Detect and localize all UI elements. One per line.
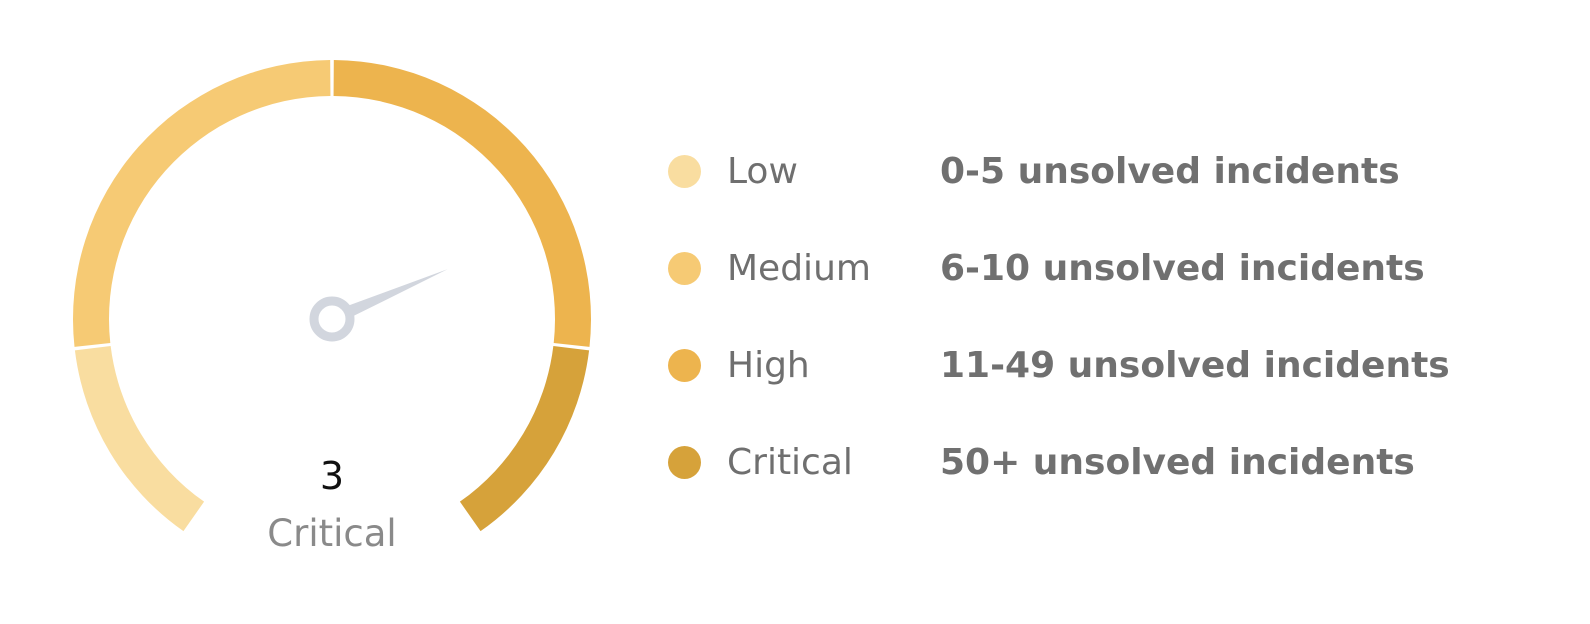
legend-description-high: 11-49 unsolved incidents bbox=[940, 345, 1450, 386]
gauge-bands bbox=[72, 60, 592, 532]
gauge-needle-pointer bbox=[347, 269, 448, 317]
legend-label-critical: Critical bbox=[727, 442, 853, 483]
legend-item-medium: Medium 6-10 unsolved incidents bbox=[668, 245, 1568, 342]
legend-swatch-low bbox=[668, 155, 701, 188]
gauge-needle bbox=[309, 269, 448, 342]
gauge-needle-hub bbox=[309, 296, 355, 342]
legend-swatch-medium bbox=[668, 252, 701, 285]
legend-label-low: Low bbox=[727, 151, 798, 192]
legend-label-high: High bbox=[727, 345, 810, 386]
legend-swatch-critical bbox=[668, 446, 701, 479]
legend-description-low: 0-5 unsolved incidents bbox=[940, 151, 1400, 192]
legend-item-critical: Critical 50+ unsolved incidents bbox=[668, 439, 1568, 536]
gauge-band-high bbox=[333, 60, 592, 347]
gauge-band-critical bbox=[459, 346, 590, 532]
gauge-band-medium bbox=[72, 60, 331, 347]
legend-swatch-high bbox=[668, 349, 701, 382]
severity-gauge bbox=[72, 60, 592, 532]
legend-label-medium: Medium bbox=[727, 248, 871, 289]
gauge-band-low bbox=[74, 346, 205, 532]
legend-description-critical: 50+ unsolved incidents bbox=[940, 442, 1415, 483]
legend-item-high: High 11-49 unsolved incidents bbox=[668, 342, 1568, 439]
gauge-level-label: Critical bbox=[267, 512, 397, 555]
gauge-value: 3 bbox=[319, 454, 345, 498]
legend-item-low: Low 0-5 unsolved incidents bbox=[668, 148, 1568, 245]
legend-description-medium: 6-10 unsolved incidents bbox=[940, 248, 1425, 289]
legend: Low 0-5 unsolved incidents Medium 6-10 u… bbox=[668, 148, 1568, 536]
